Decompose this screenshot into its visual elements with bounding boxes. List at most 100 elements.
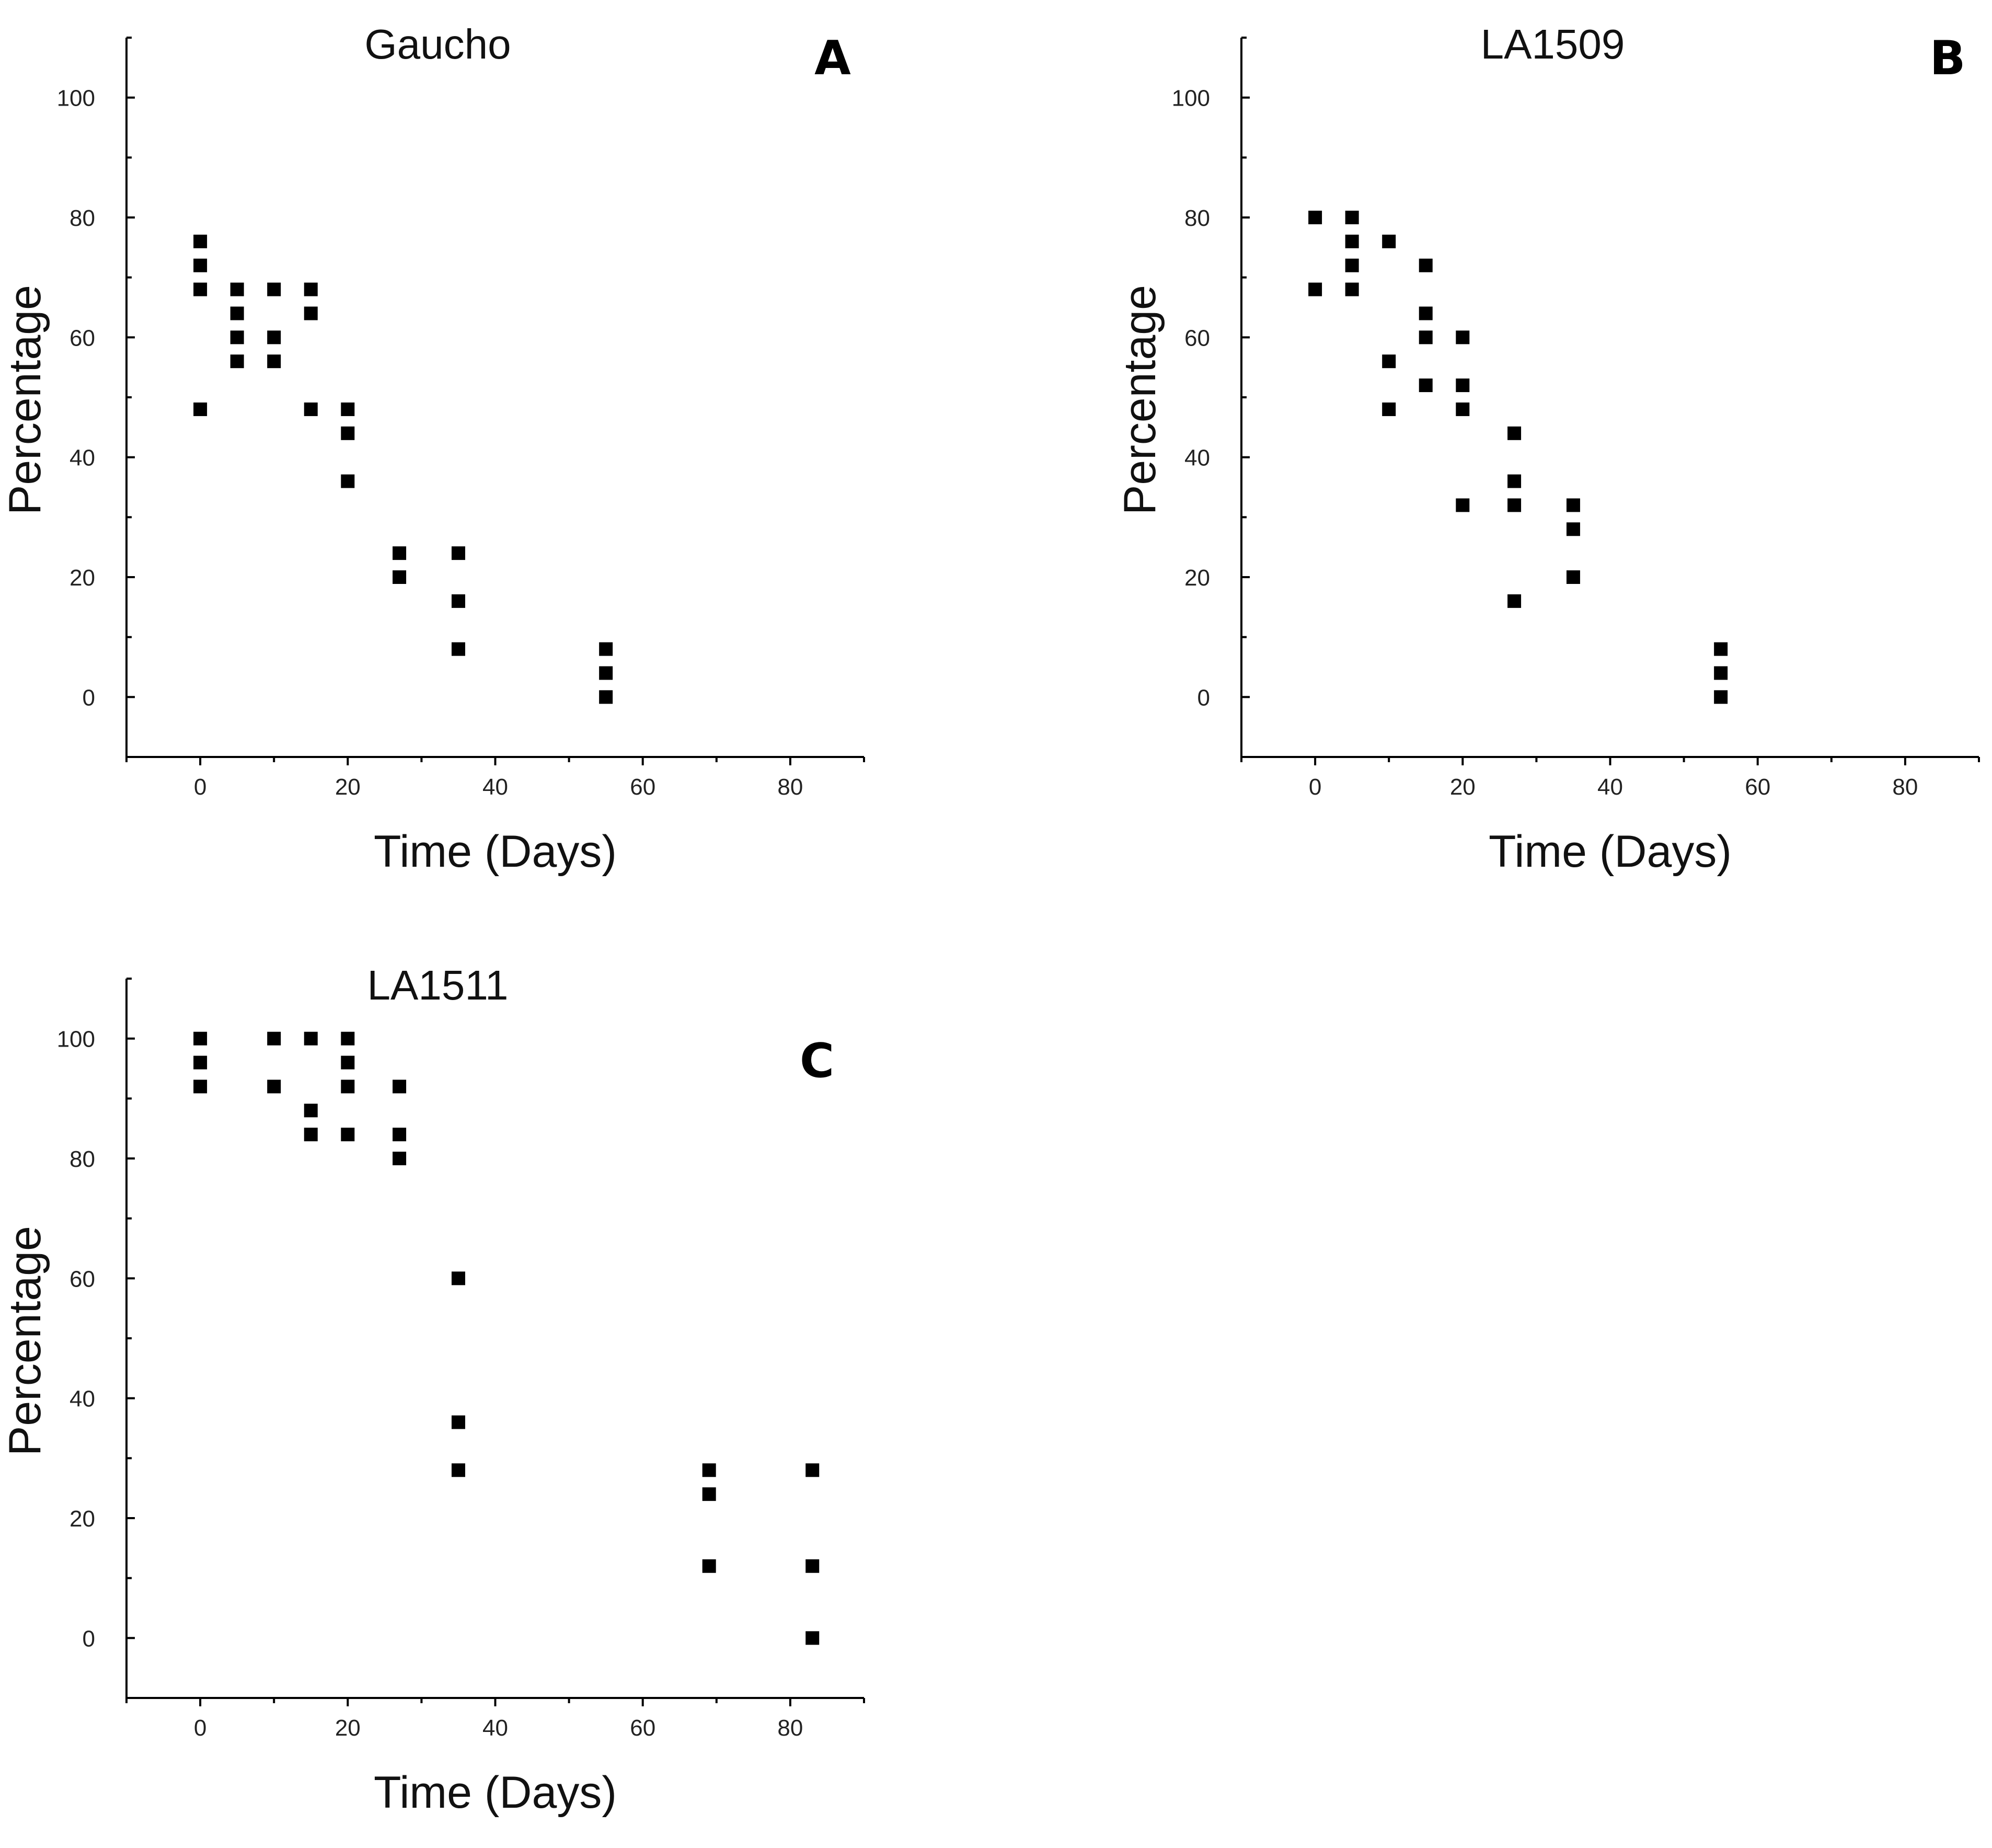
x-axis-label: Time (Days) (1489, 827, 1732, 877)
x-tick-label: 40 (482, 774, 508, 800)
data-point (1507, 498, 1522, 512)
data-point (1456, 402, 1470, 416)
data-point (193, 1055, 208, 1070)
data-point (304, 402, 318, 416)
x-axis-label: Time (Days) (374, 1767, 617, 1818)
data-point (805, 1631, 820, 1645)
data-point (341, 426, 355, 440)
data-point (451, 642, 465, 656)
data-point (1507, 594, 1522, 608)
x-tick-label: 60 (630, 774, 655, 800)
data-point (230, 282, 244, 296)
y-tick-label: 60 (70, 325, 95, 351)
x-tick-label: 20 (335, 1715, 361, 1741)
y-tick-label: 20 (1184, 565, 1210, 591)
y-tick-label: 40 (70, 445, 95, 471)
data-point (393, 1152, 407, 1165)
data-point (1382, 354, 1396, 369)
data-point (304, 1031, 318, 1046)
data-point (341, 402, 355, 416)
data-point (267, 354, 281, 369)
data-point (393, 1128, 407, 1142)
panel-a: 0 20 40 60 80 0 20 40 60 80 100 Time (Days) Percenta… (0, 21, 865, 877)
data-point (393, 570, 407, 584)
data-point (1714, 642, 1728, 656)
data-point (599, 642, 613, 656)
x-tick-label: 80 (1892, 774, 1918, 800)
data-point (230, 306, 244, 320)
x-axis-label: Time (Days) (374, 827, 617, 877)
data-point (702, 1487, 716, 1501)
y-tick-label: 20 (70, 1506, 95, 1532)
data-point (1566, 522, 1580, 536)
data-point (193, 1031, 208, 1046)
y-tick-label: 80 (70, 1146, 95, 1172)
y-tick-label: 0 (83, 685, 95, 710)
panel-letter: C (800, 1034, 834, 1088)
data-point (193, 402, 208, 416)
x-tick-label: 40 (482, 1715, 508, 1741)
data-point (1419, 330, 1433, 345)
data-point (230, 330, 244, 345)
data-point (451, 546, 465, 560)
data-point (193, 234, 208, 248)
data-point (1456, 378, 1470, 393)
x-tick-label: 20 (1450, 774, 1476, 800)
data-point (1345, 258, 1359, 272)
y-tick-label: 20 (70, 565, 95, 591)
panel-letter: B (1930, 31, 1966, 86)
data-point (1714, 690, 1728, 704)
data-point (1382, 402, 1396, 416)
y-tick-label: 60 (1184, 325, 1210, 351)
y-tick-label: 80 (70, 205, 95, 231)
data-point (1456, 330, 1470, 345)
x-tick-label: 80 (777, 1715, 803, 1741)
y-tick-label: 40 (1184, 445, 1210, 471)
data-point (393, 1080, 407, 1094)
data-point (1345, 211, 1359, 224)
data-point (805, 1559, 820, 1573)
data-point (267, 282, 281, 296)
y-tick-label: 0 (1197, 685, 1210, 710)
data-point (304, 1128, 318, 1142)
data-point (1566, 498, 1580, 512)
data-point (267, 330, 281, 345)
data-point (1419, 258, 1433, 272)
x-tick-label: 60 (1745, 774, 1770, 800)
data-point (1507, 474, 1522, 488)
data-point (1382, 234, 1396, 248)
y-tick-label: 40 (70, 1386, 95, 1412)
data-point (267, 1031, 281, 1046)
data-point (393, 546, 407, 560)
data-point (1345, 282, 1359, 296)
data-point (304, 282, 318, 296)
data-point (451, 1415, 465, 1429)
x-tick-label: 60 (630, 1715, 655, 1741)
data-point (341, 474, 355, 488)
data-point (702, 1463, 716, 1477)
data-point (230, 354, 244, 369)
y-axis-label: Percentage (0, 1226, 50, 1456)
data-point (341, 1031, 355, 1046)
y-tick-label: 100 (57, 1027, 95, 1052)
data-point (1419, 306, 1433, 320)
chart-title: LA1509 (1481, 21, 1625, 67)
data-point (193, 282, 208, 296)
y-tick-label: 60 (70, 1266, 95, 1292)
data-point (805, 1463, 820, 1477)
data-point (304, 306, 318, 320)
panel-letter: A (814, 31, 851, 86)
data-point (341, 1055, 355, 1070)
data-point (1419, 378, 1433, 393)
data-point (341, 1128, 355, 1142)
x-tick-label: 0 (1309, 774, 1321, 800)
x-tick-label: 40 (1597, 774, 1623, 800)
data-point (1507, 426, 1522, 440)
data-point (341, 1080, 355, 1094)
chart-title: Gaucho (364, 21, 511, 67)
y-tick-label: 100 (1172, 86, 1210, 111)
data-point (1566, 570, 1580, 584)
data-point (702, 1559, 716, 1573)
x-tick-label: 20 (335, 774, 361, 800)
